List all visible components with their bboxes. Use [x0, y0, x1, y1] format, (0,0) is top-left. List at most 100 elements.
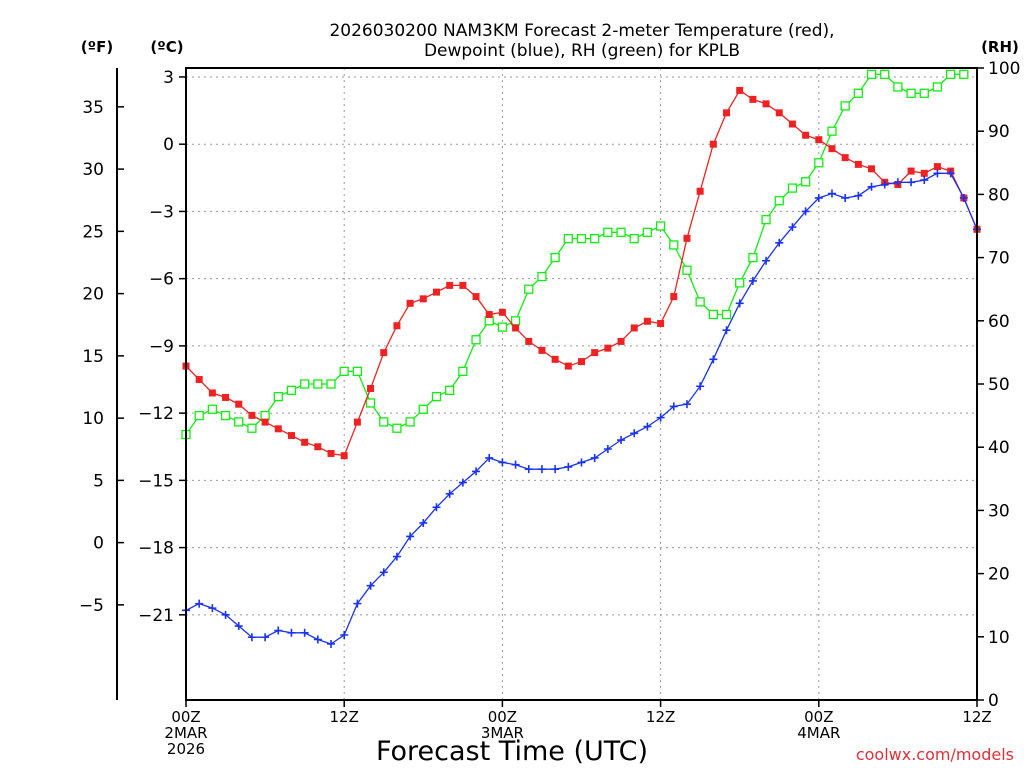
temperature-point [419, 295, 427, 303]
temperature-point [222, 393, 230, 401]
celsius-tick-label: −6 [149, 270, 174, 290]
watermark: coolwx.com/models [856, 745, 1014, 764]
series-line [185, 89, 978, 457]
dewpoint-point [485, 453, 494, 462]
temperature-point [208, 389, 216, 397]
temperature-point [406, 299, 414, 307]
rh-point [339, 366, 349, 377]
rh-tick-label: 10 [988, 628, 1010, 648]
temperature-point [287, 432, 295, 440]
fahrenheit-tick-label: 10 [82, 409, 104, 429]
rh-point [590, 233, 600, 244]
rh-point [761, 215, 771, 225]
dewpoint-point [472, 467, 481, 476]
rh-point [207, 404, 218, 414]
rh-point [510, 316, 521, 326]
dewpoint-point [735, 299, 744, 308]
temperature-point [868, 165, 876, 173]
x-axis-title: Forecast Time (UTC) [376, 736, 648, 767]
dewpoint-point [327, 639, 336, 648]
dewpoint-point [247, 633, 256, 642]
temperature-point [301, 438, 309, 446]
temperature-point [907, 167, 915, 175]
dewpoint-point [432, 503, 441, 512]
dewpoint-point [234, 622, 243, 631]
temperature-point [274, 425, 282, 433]
x-tick-label: 12Z [646, 708, 675, 726]
rh-point [313, 379, 323, 389]
rh-tick-label: 90 [988, 122, 1010, 142]
dewpoint-point [630, 429, 639, 438]
rh-point [260, 410, 270, 421]
dewpoint-point [511, 460, 520, 469]
temperature-point [195, 376, 203, 384]
rh-point [853, 88, 863, 98]
x-tick-label: 00Z [488, 708, 517, 726]
temperature-point [235, 400, 243, 408]
dewpoint-point [564, 462, 573, 471]
temperature-point [841, 154, 849, 162]
chart-title-line1: 2026030200 NAM3KM Forecast 2-meter Tempe… [329, 21, 834, 41]
temperature-point [920, 169, 928, 177]
rh-point [682, 265, 692, 275]
temperature-point [446, 281, 454, 289]
dewpoint-point [353, 599, 362, 608]
temperature-point [643, 317, 651, 325]
dewpoint-point [419, 518, 428, 527]
temperature-point [367, 384, 375, 392]
temperature-point [657, 319, 665, 327]
temperature-point [459, 281, 467, 289]
dewpoint-point [287, 628, 296, 637]
rh-point [642, 227, 653, 237]
rh-point [814, 158, 824, 168]
rh-point [866, 69, 877, 79]
rh-tick-label: 40 [988, 438, 1010, 458]
dewpoint-point [893, 178, 902, 187]
temperature-point [802, 131, 810, 139]
celsius-tick-label: −3 [149, 202, 174, 222]
fahrenheit-tick-label: 15 [82, 347, 104, 367]
dewpoint-point [392, 552, 401, 561]
temperature-point [670, 293, 678, 301]
temperature-point [538, 346, 546, 354]
x-tick-label: 00Z [804, 708, 833, 726]
dewpoint-point [827, 189, 836, 198]
x-tick-label: 00Z [171, 708, 200, 726]
fahrenheit-tick-label: 20 [82, 285, 104, 305]
dewpoint-point [498, 458, 507, 467]
dewpoint-point [445, 489, 454, 498]
rh-unit-label: (RH) [981, 38, 1019, 56]
series-1 [182, 169, 981, 648]
celsius-tick-label: 0 [163, 135, 174, 155]
temperature-point [432, 288, 440, 296]
temperature-point [340, 452, 348, 460]
rh-tick-label: 0 [988, 691, 999, 711]
temperature-point [353, 418, 361, 426]
celsius-tick-label: −15 [138, 471, 174, 491]
rh-tick-label: 30 [988, 501, 1010, 521]
rh-point [550, 252, 560, 263]
x-tick-label: 4MAR [797, 724, 840, 742]
rh-point [827, 126, 837, 136]
x-tick-label: 3MAR [481, 724, 524, 742]
celsius-tick-label: −9 [149, 337, 174, 357]
fahrenheit-tick-label: 5 [93, 471, 104, 491]
dewpoint-point [722, 326, 731, 335]
dewpoint-point [208, 604, 217, 613]
rh-point [959, 69, 969, 79]
temperature-point [815, 136, 823, 144]
dewpoint-point [221, 610, 230, 619]
rh-point [418, 404, 428, 414]
series-line [185, 172, 978, 645]
dewpoint-point [682, 400, 691, 409]
dewpoint-point [709, 355, 718, 364]
rh-point [735, 278, 745, 288]
rh-point [616, 227, 626, 237]
celsius-tick-label: −21 [138, 606, 174, 626]
temperature-point [327, 449, 335, 457]
temperature-point [564, 362, 572, 370]
rh-point [458, 366, 468, 377]
temperature-point [683, 234, 691, 242]
dewpoint-point [959, 193, 968, 202]
